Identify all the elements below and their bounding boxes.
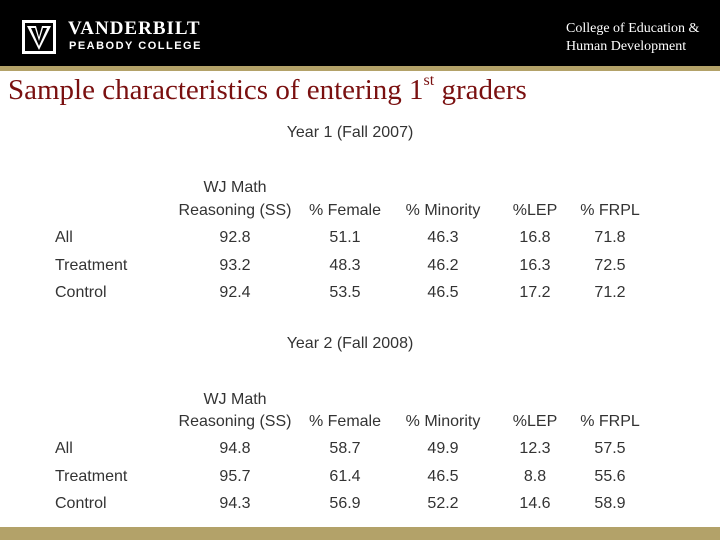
title-end: graders (434, 74, 527, 106)
table-cell: 72.5 (594, 257, 626, 274)
table-cell: 94.3 (219, 495, 251, 512)
footer-gold-rule (0, 527, 720, 540)
column-header-line1: WJ Math (203, 391, 267, 408)
college-line-2: Human Development (566, 39, 687, 54)
table-cell: 51.1 (329, 229, 361, 246)
table-cell: 16.3 (519, 257, 551, 274)
column-header: % Minority (405, 413, 481, 430)
table-cell: 56.9 (329, 495, 361, 512)
college-line-1: College of Education & (566, 21, 700, 36)
brand-subtitle: PEABODY COLLEGE (69, 40, 202, 52)
table-cell: 17.2 (519, 284, 551, 301)
table-cell: 46.2 (427, 257, 459, 274)
brand-name: VANDERBILT (68, 18, 201, 39)
table-cell: 58.7 (329, 440, 361, 457)
table-cell: 14.6 (519, 495, 551, 512)
column-header: % FRPL (580, 413, 640, 430)
column-header: Reasoning (SS) (178, 202, 292, 219)
row-label: Treatment (55, 468, 128, 485)
row-label: All (55, 440, 73, 457)
title-main: Sample characteristics of entering 1 (8, 74, 424, 106)
table-cell: 46.3 (427, 229, 459, 246)
table-cell: 92.8 (219, 229, 251, 246)
column-header: % Female (308, 413, 382, 430)
table-cell: 57.5 (594, 440, 626, 457)
table-title: Year 2 (Fall 2008) (286, 335, 414, 352)
table-cell: 95.7 (219, 468, 251, 485)
table-cell: 71.8 (594, 229, 626, 246)
table-cell: 46.5 (427, 284, 459, 301)
column-header-line1: WJ Math (203, 179, 267, 196)
row-label: Treatment (55, 257, 128, 274)
table-cell: 48.3 (329, 257, 361, 274)
column-header: Reasoning (SS) (178, 413, 292, 430)
column-header: % Minority (405, 202, 481, 219)
row-label: Control (55, 495, 107, 512)
header-bar (0, 0, 720, 66)
table-cell: 53.5 (329, 284, 361, 301)
column-header: %LEP (512, 413, 558, 430)
table-cell: 46.5 (427, 468, 459, 485)
table-cell: 12.3 (519, 440, 551, 457)
row-label: All (55, 229, 73, 246)
table-cell: 16.8 (519, 229, 551, 246)
table-title: Year 1 (Fall 2007) (286, 124, 414, 141)
row-label: Control (55, 284, 107, 301)
table-cell: 55.6 (594, 468, 626, 485)
vanderbilt-v-logo (22, 20, 56, 54)
table-cell: 58.9 (594, 495, 626, 512)
table-cell: 92.4 (219, 284, 251, 301)
column-header: % FRPL (580, 202, 640, 219)
column-header: % Female (308, 202, 382, 219)
table-cell: 61.4 (329, 468, 361, 485)
header-gold-rule (0, 66, 720, 71)
table-cell: 8.8 (523, 468, 547, 485)
column-header: %LEP (512, 202, 558, 219)
college-name: College of Education & Human Development (566, 20, 699, 56)
table-cell: 93.2 (219, 257, 251, 274)
slide-title: Sample characteristics of entering 1st g… (8, 72, 527, 107)
table-cell: 49.9 (427, 440, 459, 457)
table-cell: 52.2 (427, 495, 459, 512)
table-cell: 71.2 (594, 284, 626, 301)
table-cell: 94.8 (219, 440, 251, 457)
title-superscript: st (423, 72, 435, 89)
